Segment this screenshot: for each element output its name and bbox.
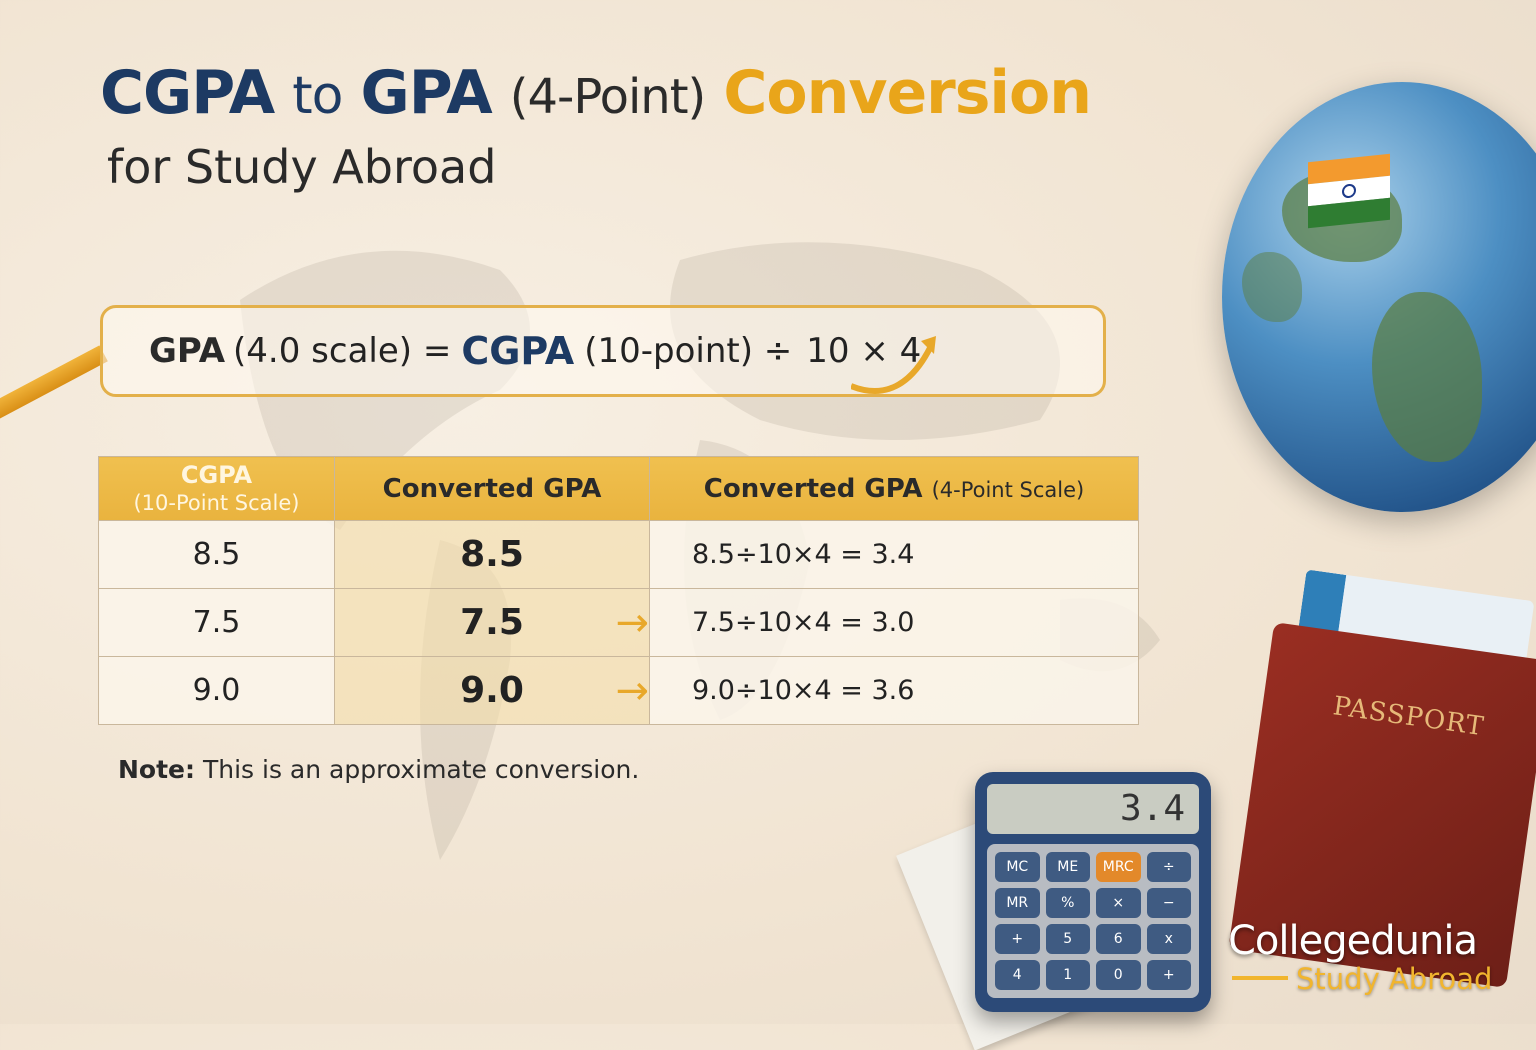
formula-rhs: CGPA [461, 329, 575, 373]
header-cgpa: CGPA (10-Point Scale) [98, 456, 335, 521]
title-scale: (4-Point) [509, 69, 706, 125]
calculator-display: 3.4 [987, 784, 1199, 834]
arrow-right-icon: → [615, 667, 649, 714]
formula-lhs: GPA [149, 331, 226, 371]
arrow-right-icon: → [615, 599, 649, 646]
calculator-key: MC [995, 852, 1040, 882]
cell-formula: 7.5÷10×4 = 3.0 [649, 588, 1139, 657]
note: Note: This is an approximate conversion. [118, 755, 640, 784]
header-converted-gpa-4pt: Converted GPA (4-Point Scale) [649, 456, 1139, 521]
calculator-key: x [1146, 924, 1191, 954]
calculator-key: × [1096, 888, 1141, 918]
table-row: 8.5 8.5 8.5÷10×4 = 3.4 [98, 520, 1139, 589]
title-conversion: Conversion [723, 58, 1092, 128]
calculator-key: MRC [1096, 852, 1141, 882]
calculator-key: + [1146, 960, 1191, 990]
logo-underline [1232, 976, 1288, 980]
calculator-key: 5 [1045, 924, 1090, 954]
calculator-key: % [1045, 888, 1090, 918]
calculator-key: − [1146, 888, 1191, 918]
cell-cgpa: 7.5 [98, 588, 335, 657]
formula-box: GPA (4.0 scale) = CGPA (10-point) ÷ 10 ×… [100, 305, 1106, 397]
calculator-key: 1 [1045, 960, 1090, 990]
calculator-key: ME [1045, 852, 1090, 882]
cell-converted: 7.5 → [334, 588, 650, 657]
calculator-key: 0 [1096, 960, 1141, 990]
calculator-key: ÷ [1146, 852, 1191, 882]
calculator-key: + [995, 924, 1040, 954]
brand-logo: Collegedunia [1228, 918, 1478, 964]
curved-arrow-icon [851, 336, 937, 394]
calculator-key: 6 [1096, 924, 1141, 954]
page-subtitle: for Study Abroad [107, 140, 497, 194]
cell-converted: 8.5 [334, 520, 650, 589]
title-gpa: GPA [360, 58, 493, 128]
page-title: CGPA to GPA (4-Point) Conversion [100, 58, 1092, 128]
india-flag-icon [1308, 153, 1390, 229]
calculator-key: MR [995, 888, 1040, 918]
title-cgpa: CGPA [100, 58, 275, 128]
cell-formula: 9.0÷10×4 = 3.6 [649, 656, 1139, 725]
globe-illustration [1222, 82, 1536, 512]
calculator-illustration: 3.4 MC ME MRC ÷ MR% × − +5 6 x 4 1 0 + [975, 772, 1211, 1012]
table-row: 9.0 9.0 → 9.0÷10×4 = 3.6 [98, 656, 1139, 725]
cell-cgpa: 9.0 [98, 656, 335, 725]
brand-tagline: Study Abroad [1296, 962, 1493, 996]
formula-ops: 10 × 4 [806, 331, 922, 371]
formula-rhs-scale: (10-point) ÷ [584, 331, 793, 371]
table-row: 7.5 7.5 → 7.5÷10×4 = 3.0 [98, 588, 1139, 657]
formula-lhs-scale: (4.0 scale) = [233, 331, 452, 371]
conversion-table: CGPA (10-Point Scale) Converted GPA Conve… [98, 456, 1139, 725]
title-to: to [292, 66, 343, 126]
cell-formula: 8.5÷10×4 = 3.4 [649, 520, 1139, 589]
calculator-key: 4 [995, 960, 1040, 990]
cell-converted: 9.0 → [334, 656, 650, 725]
pencil-icon [0, 345, 108, 427]
header-converted-gpa: Converted GPA [334, 456, 650, 521]
cell-cgpa: 8.5 [98, 520, 335, 589]
